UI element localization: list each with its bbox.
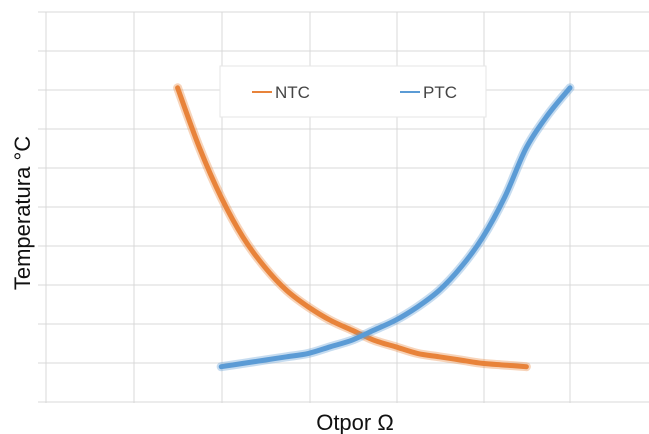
series-line-ntc — [175, 85, 529, 370]
legend-label-ntc: NTC — [275, 83, 310, 102]
plot-area — [173, 83, 575, 372]
series-line-ptc — [218, 85, 573, 370]
x-axis-title: Otpor Ω — [316, 410, 394, 434]
legend-label-ptc: PTC — [423, 83, 457, 102]
legend: NTC PTC — [219, 65, 487, 118]
y-axis-title: Temperatura °C — [10, 136, 35, 290]
